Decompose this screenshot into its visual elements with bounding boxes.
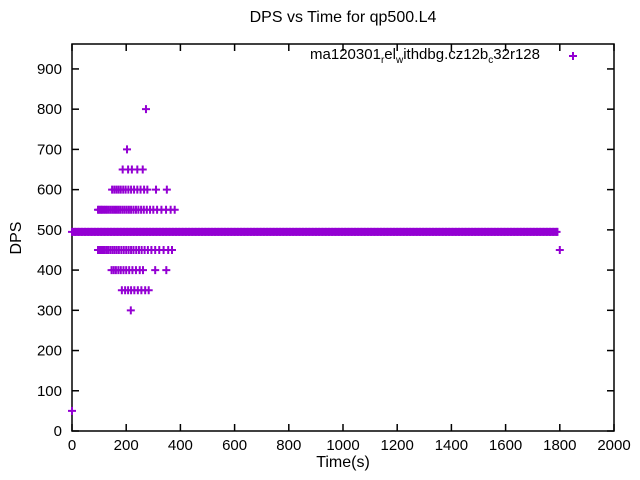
y-tick-label: 0: [54, 423, 62, 440]
chart-title: DPS vs Time for qp500.L4: [249, 9, 437, 26]
y-tick-label: 500: [37, 222, 62, 239]
x-tick-label: 600: [222, 437, 247, 454]
x-tick-label: 0: [68, 437, 76, 454]
y-tick-label: 600: [37, 182, 62, 199]
y-tick-label: 900: [37, 61, 62, 78]
legend-label-subscript: c: [488, 55, 494, 66]
x-tick-label: 2000: [597, 437, 630, 454]
y-tick-label: 200: [37, 343, 62, 360]
plot-border: [71, 43, 615, 432]
legend: ma120301relwithdbg.cz12bc32r128: [310, 46, 540, 66]
legend-label-segment: el: [384, 46, 396, 63]
x-tick-label: 1600: [489, 437, 522, 454]
legend-label-subscript: w: [395, 55, 404, 66]
data-point-marker: [555, 245, 564, 254]
data-point-marker: [141, 105, 150, 114]
data-point-marker: [144, 286, 153, 295]
x-tick-label: 800: [276, 437, 301, 454]
data-point-marker: [126, 306, 135, 315]
x-tick-label: 200: [114, 437, 139, 454]
y-tick-label: 400: [37, 262, 62, 279]
y-tick-label: 700: [37, 141, 62, 158]
legend-series-label: ma120301relwithdbg.cz12bc32r128: [310, 46, 540, 66]
x-tick-label: 1400: [435, 437, 468, 454]
legend-label-segment: 32r128: [493, 46, 540, 63]
x-tick-label: 1800: [543, 437, 576, 454]
y-axis-title: DPS: [8, 221, 25, 255]
y-tick-label: 100: [37, 383, 62, 400]
y-tick-label: 300: [37, 302, 62, 319]
data-point-marker: [152, 185, 161, 194]
data-point-marker: [143, 185, 152, 194]
data-point-marker: [139, 266, 148, 275]
x-tick-label: 400: [168, 437, 193, 454]
y-tick-label: 800: [37, 101, 62, 118]
legend-marker: [569, 52, 577, 60]
band-point-marker: [552, 227, 561, 236]
data-point-marker: [138, 165, 147, 174]
data-point-marker: [162, 266, 171, 275]
data-point-marker: [68, 406, 76, 415]
data-point-marker: [123, 145, 132, 154]
x-tick-label: 1000: [326, 437, 359, 454]
legend-label-segment: ma120301: [310, 46, 381, 63]
x-tick-label: 1200: [381, 437, 414, 454]
x-axis-title: Time(s): [316, 454, 370, 471]
data-point-marker: [167, 245, 176, 254]
legend-label-subscript: r: [380, 55, 385, 66]
legend-label-segment: ithdbg.cz12b: [403, 46, 489, 63]
data-point-marker: [170, 205, 179, 214]
data-point-marker: [162, 185, 171, 194]
data-point-marker: [151, 266, 160, 275]
